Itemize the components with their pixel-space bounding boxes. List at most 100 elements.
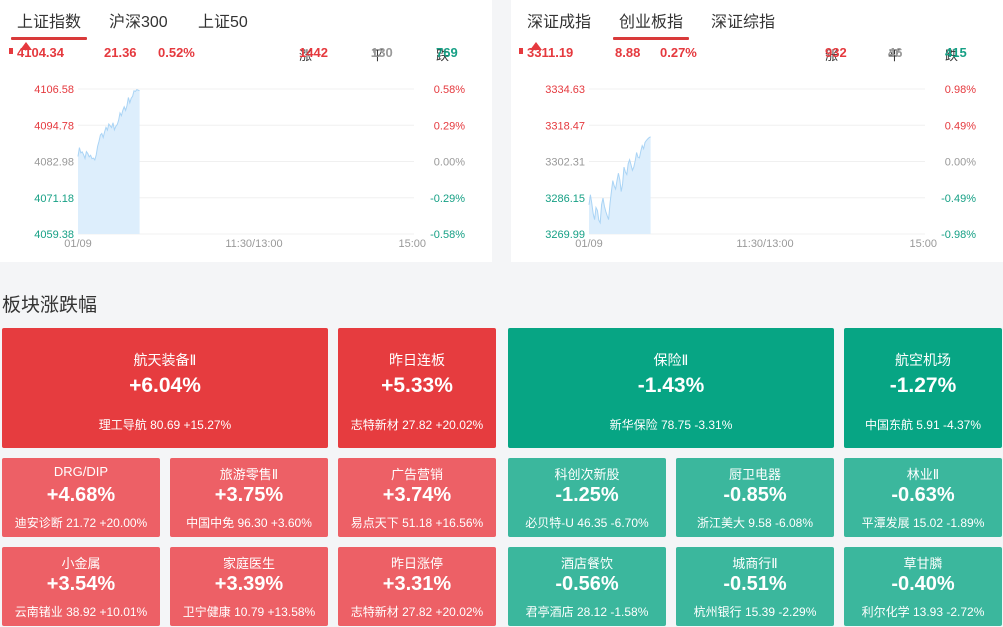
sector-name: 林业Ⅱ bbox=[906, 467, 940, 482]
stock-change-pct: -2.29% bbox=[778, 605, 817, 619]
tab-szse-composite[interactable]: 深证综指 bbox=[711, 14, 776, 31]
sector-change-pct: +3.75% bbox=[214, 484, 284, 506]
stock-name: 迪安诊断 bbox=[14, 516, 63, 530]
stock-change-pct: +15.27% bbox=[183, 418, 232, 432]
stock-name: 志特新材 bbox=[350, 418, 399, 432]
leading-stock: 杭州银行 15.39 -2.29% bbox=[676, 603, 834, 620]
down-count: 769 bbox=[436, 45, 458, 60]
stock-change-pct: +13.58% bbox=[267, 605, 316, 619]
sector-tile[interactable]: 科创次新股 -1.25% 必贝特-U 46.35 -6.70% bbox=[508, 458, 666, 537]
stock-name: 平潭发展 bbox=[861, 516, 910, 530]
sector-tile[interactable]: 昨日涨停 +3.31% 志特新材 27.82 +20.02% bbox=[338, 547, 496, 626]
stock-change-pct: +20.02% bbox=[435, 605, 484, 619]
tab-szse-component[interactable]: 深证成指 bbox=[527, 14, 592, 31]
sector-tile[interactable]: DRG/DIP +4.68% 迪安诊断 21.72 +20.00% bbox=[2, 458, 160, 537]
y-tick-label-left: 4059.38 bbox=[34, 229, 74, 241]
stock-change-pct: -2.72% bbox=[946, 605, 985, 619]
sector-tile[interactable]: 昨日连板 +5.33% 志特新材 27.82 +20.02% bbox=[338, 328, 496, 448]
stock-change-pct: +20.02% bbox=[435, 418, 484, 432]
stock-name: 杭州银行 bbox=[693, 605, 742, 619]
leading-stock: 平潭发展 15.02 -1.89% bbox=[844, 514, 1002, 531]
sector-change-pct: -0.56% bbox=[555, 573, 619, 595]
sector-change-pct: -1.43% bbox=[637, 374, 705, 397]
leading-stock: 志特新材 27.82 +20.02% bbox=[338, 416, 496, 433]
stock-change-pct: +20.00% bbox=[99, 516, 148, 530]
stock-name: 利尔化学 bbox=[861, 605, 910, 619]
y-tick-label-right: -0.98% bbox=[941, 229, 976, 241]
sector-name: 广告营销 bbox=[390, 467, 443, 482]
index-change: 21.36 bbox=[104, 45, 137, 60]
flat-label: 平 bbox=[888, 48, 902, 63]
y-tick-label-left: 3334.63 bbox=[545, 84, 585, 96]
sector-name: 航天装备Ⅱ bbox=[133, 352, 197, 368]
section-title: 板块涨跌幅 bbox=[2, 295, 98, 316]
sector-tile[interactable]: 林业Ⅱ -0.63% 平潭发展 15.02 -1.89% bbox=[844, 458, 1002, 537]
up-count: 932 bbox=[825, 45, 847, 60]
sector-tile[interactable]: 酒店餐饮 -0.56% 君亭酒店 28.12 -1.58% bbox=[508, 547, 666, 626]
x-tick-label: 11:30/13:00 bbox=[225, 238, 282, 250]
index-stats-right: 3311.19 8.88 0.27% 涨 932 平 46 跌 415 bbox=[511, 42, 1003, 65]
leading-stock: 利尔化学 13.93 -2.72% bbox=[844, 603, 1002, 620]
price-line bbox=[588, 136, 651, 225]
tab-shanghai-composite[interactable]: 上证指数 bbox=[10, 8, 88, 40]
tab-chinext[interactable]: 创业板指 bbox=[612, 8, 690, 40]
x-tick-label: 15:00 bbox=[909, 238, 937, 250]
sector-tile[interactable]: 家庭医生 +3.39% 卫宁健康 10.79 +13.58% bbox=[170, 547, 328, 626]
sector-name: 家庭医生 bbox=[222, 556, 275, 571]
y-tick-label-left: 4082.98 bbox=[34, 157, 74, 169]
index-panel-left: 上证指数 沪深300 上证50 4104.34 21.36 0.52% 涨 14… bbox=[0, 0, 492, 262]
index-change-pct: 0.52% bbox=[158, 45, 195, 60]
sector-tile[interactable]: 航空机场 -1.27% 中国东航 5.91 -4.37% bbox=[844, 328, 1002, 448]
sector-change-pct: +3.39% bbox=[214, 573, 284, 595]
stock-price: 9.58 bbox=[744, 516, 775, 530]
y-tick-label-right: -0.49% bbox=[941, 193, 976, 205]
tab-csi300[interactable]: 沪深300 bbox=[109, 14, 168, 31]
sector-change-pct: -0.63% bbox=[891, 484, 955, 506]
stock-name: 志特新材 bbox=[350, 605, 399, 619]
sector-tile[interactable]: 保险Ⅱ -1.43% 新华保险 78.75 -3.31% bbox=[508, 328, 834, 448]
sector-tile[interactable]: 草甘膦 -0.40% 利尔化学 13.93 -2.72% bbox=[844, 547, 1002, 626]
sector-tile[interactable]: 旅游零售Ⅱ +3.75% 中国中免 96.30 +3.60% bbox=[170, 458, 328, 537]
sector-name: 城商行Ⅱ bbox=[732, 556, 778, 571]
x-tick-label: 15:00 bbox=[398, 238, 426, 250]
stock-price: 21.72 bbox=[62, 516, 100, 530]
sector-change-pct: -0.51% bbox=[723, 573, 787, 595]
intraday-chart-right: 3334.63 0.98% 3318.47 0.49% 3302.31 0.00% 3286… bbox=[545, 84, 976, 250]
stock-price: 80.69 bbox=[146, 418, 184, 432]
stock-change-pct: +3.60% bbox=[270, 516, 312, 530]
tab-sse50[interactable]: 上证50 bbox=[198, 14, 248, 31]
index-change-pct: 0.27% bbox=[660, 45, 697, 60]
stock-name: 君亭酒店 bbox=[525, 605, 574, 619]
leading-stock: 志特新材 27.82 +20.02% bbox=[338, 603, 496, 620]
leading-stock: 云南锗业 38.92 +10.01% bbox=[2, 603, 160, 620]
stock-price: 46.35 bbox=[573, 516, 611, 530]
up-label: 涨 bbox=[299, 48, 313, 63]
sector-change-pct: -0.40% bbox=[891, 573, 955, 595]
sector-tile[interactable]: 城商行Ⅱ -0.51% 杭州银行 15.39 -2.29% bbox=[676, 547, 834, 626]
y-tick-label-right: 0.29% bbox=[434, 120, 465, 132]
stock-change-pct: +16.56% bbox=[435, 516, 484, 530]
flat-label: 平 bbox=[371, 48, 385, 63]
stock-price: 13.93 bbox=[909, 605, 947, 619]
sector-tile[interactable]: 厨卫电器 -0.85% 浙江美大 9.58 -6.08% bbox=[676, 458, 834, 537]
leading-stock: 迪安诊断 21.72 +20.00% bbox=[2, 514, 160, 531]
sector-tile[interactable]: 航天装备Ⅱ +6.04% 理工导航 80.69 +15.27% bbox=[2, 328, 328, 448]
y-tick-label-left: 4094.78 bbox=[34, 120, 74, 132]
stock-price: 96.30 bbox=[234, 516, 271, 530]
x-tick-label: 01/09 bbox=[575, 238, 603, 250]
stock-change-pct: +10.01% bbox=[99, 605, 148, 619]
stock-name: 浙江美大 bbox=[696, 516, 745, 530]
leading-stock: 理工导航 80.69 +15.27% bbox=[2, 416, 328, 433]
up-count: 1442 bbox=[299, 45, 328, 60]
index-tabs-left: 上证指数 沪深300 上证50 bbox=[0, 8, 492, 40]
y-tick-label-right: -0.29% bbox=[430, 193, 465, 205]
sector-change-pct: +4.68% bbox=[46, 484, 116, 506]
stock-price: 51.18 bbox=[398, 516, 436, 530]
stock-price: 78.75 bbox=[657, 418, 695, 432]
sector-name: 科创次新股 bbox=[554, 467, 620, 482]
y-tick-label-right: -0.58% bbox=[430, 229, 465, 241]
leading-stock: 浙江美大 9.58 -6.08% bbox=[676, 514, 834, 531]
sector-tile[interactable]: 小金属 +3.54% 云南锗业 38.92 +10.01% bbox=[2, 547, 160, 626]
sector-name: 草甘膦 bbox=[903, 556, 943, 571]
sector-tile[interactable]: 广告营销 +3.74% 易点天下 51.18 +16.56% bbox=[338, 458, 496, 537]
